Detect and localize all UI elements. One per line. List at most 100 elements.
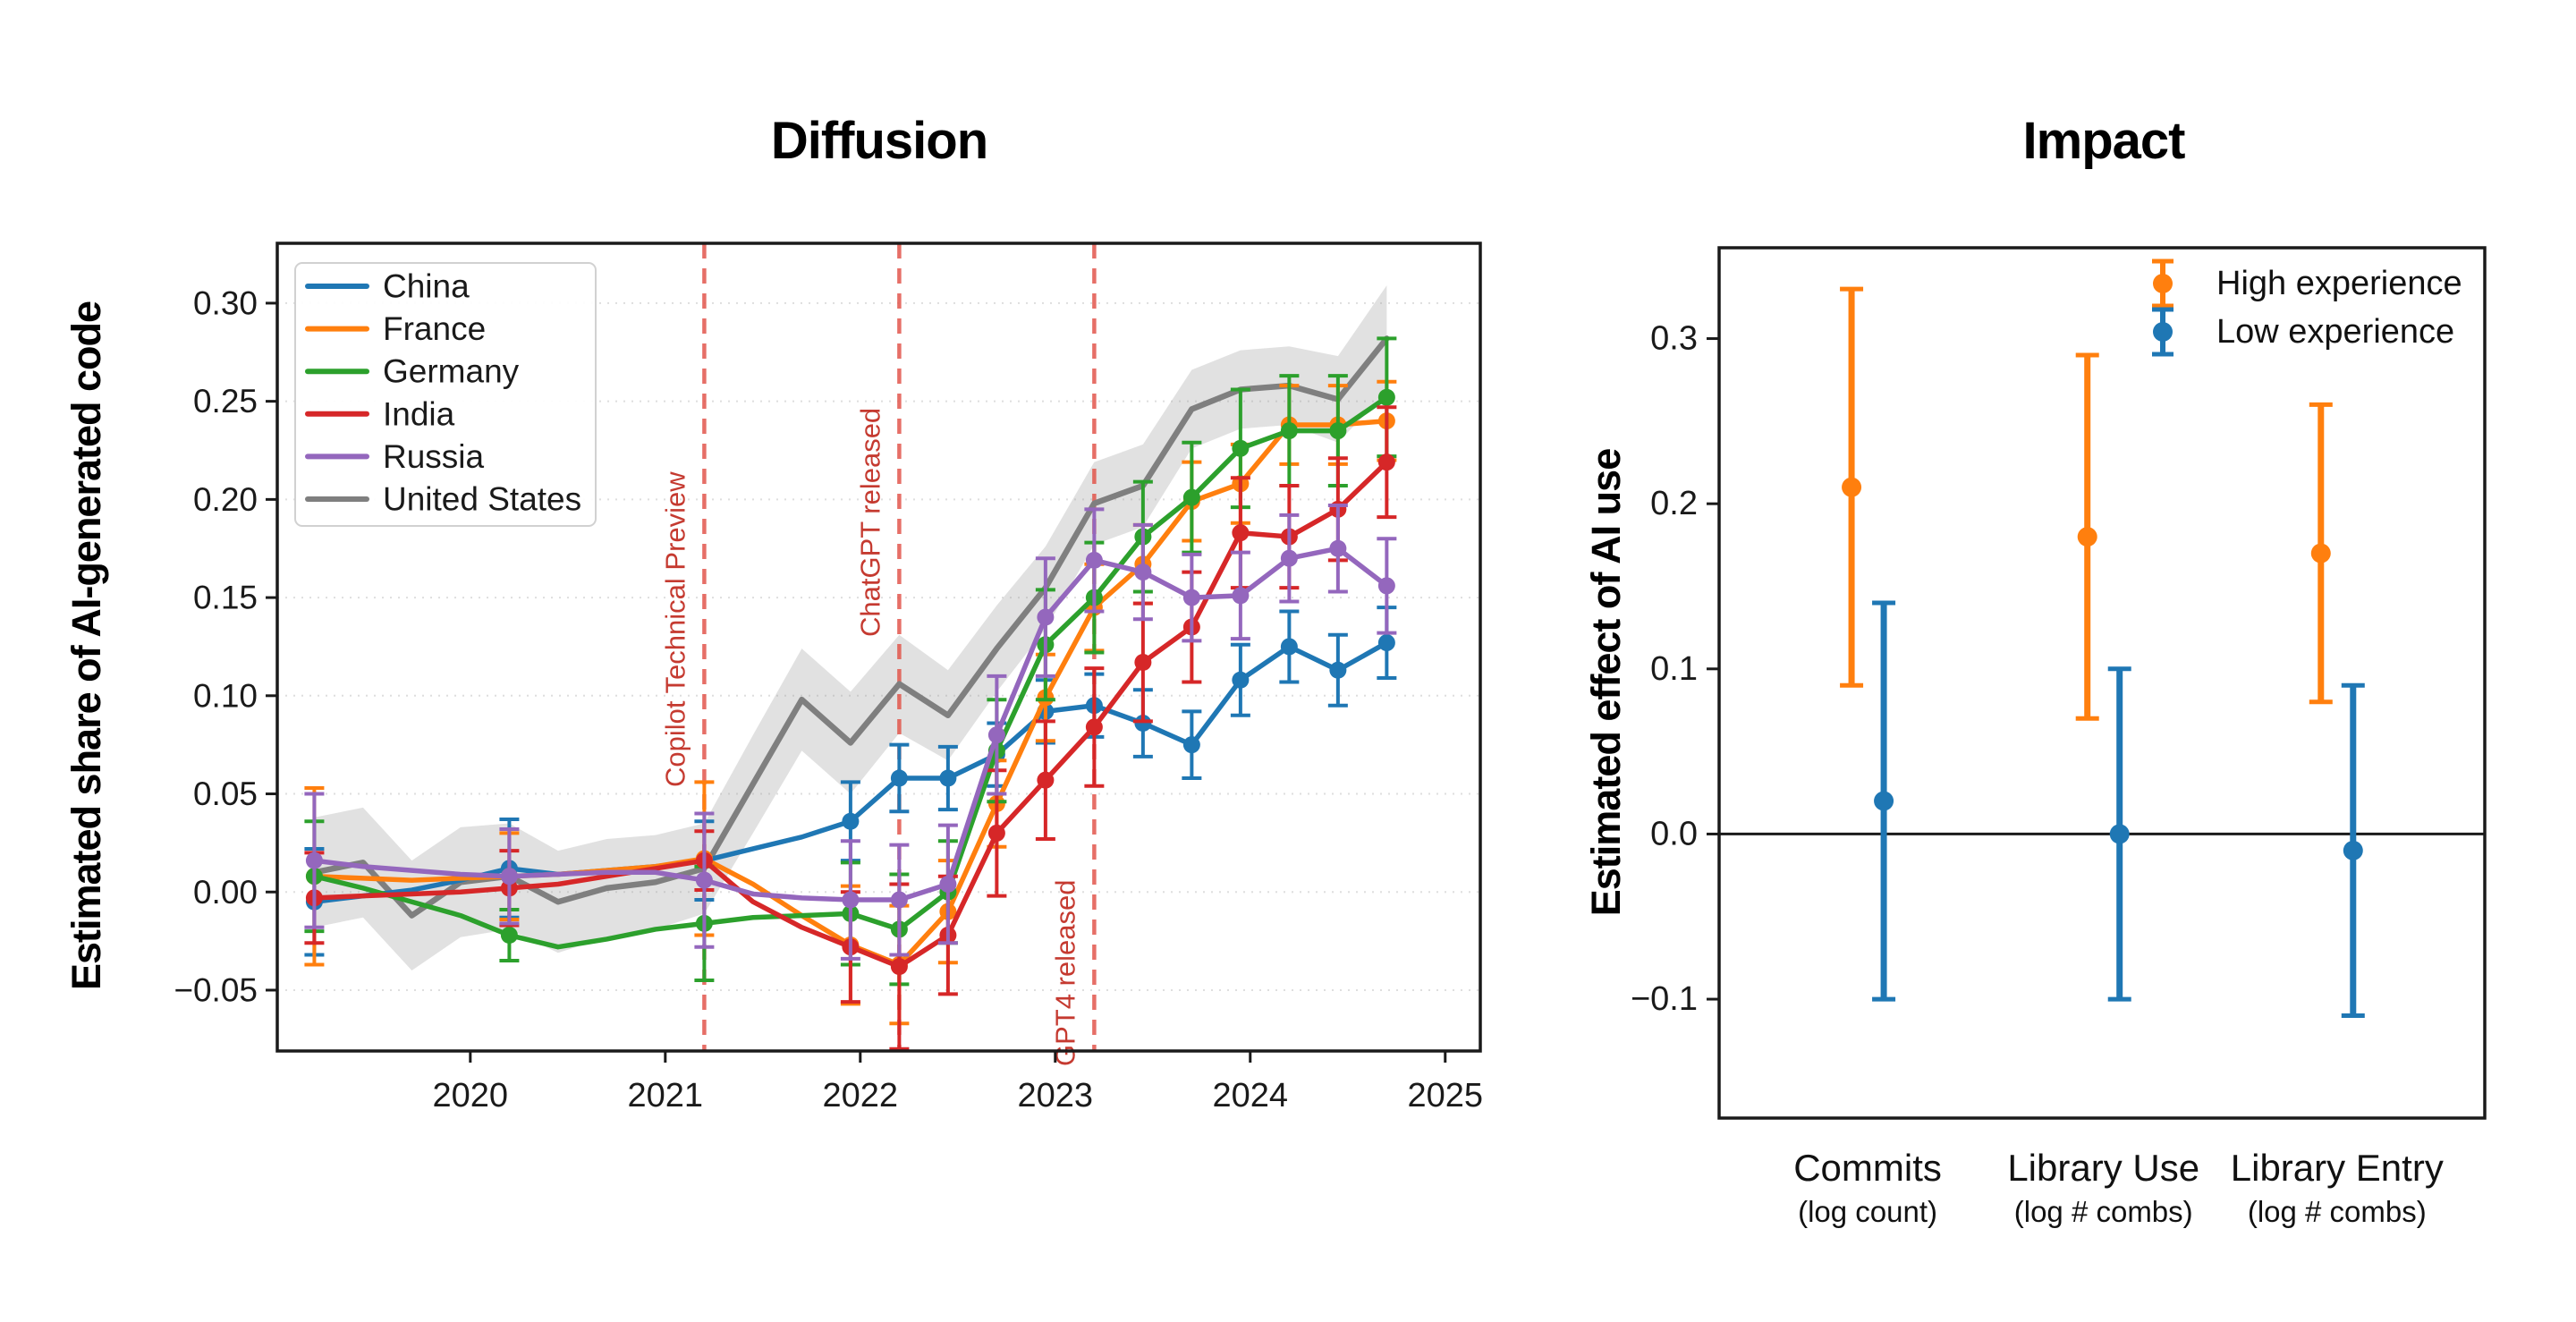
data-point-russia bbox=[1280, 549, 1298, 567]
legend-item-high-experience: High experience bbox=[2152, 258, 2462, 309]
data-point-russia bbox=[939, 875, 957, 893]
legend-item-germany: Germany bbox=[305, 353, 520, 390]
y-tick-label: −0.1 bbox=[1631, 980, 1698, 1018]
series-high-experience bbox=[1840, 286, 2333, 721]
data-point-russia bbox=[500, 868, 518, 886]
legend-label: France bbox=[383, 310, 486, 347]
estimate-point-low-experience bbox=[2343, 840, 2363, 860]
data-point-russia bbox=[695, 871, 713, 889]
y-tick-label: 0.30 bbox=[193, 284, 258, 321]
data-point-india bbox=[987, 824, 1005, 842]
x-tick-label: 2023 bbox=[1018, 1077, 1094, 1114]
data-point-russia bbox=[890, 891, 908, 909]
legend-label: China bbox=[383, 268, 470, 305]
data-point-china bbox=[1280, 638, 1298, 656]
legend-label: India bbox=[383, 395, 455, 432]
diffusion-title: Diffusion bbox=[770, 112, 988, 170]
legend: China France Germany India Russia United Stat… bbox=[294, 262, 597, 527]
data-point-russia bbox=[987, 726, 1005, 744]
event-label: Copilot Technical Preview bbox=[659, 471, 691, 787]
data-point-germany bbox=[1280, 422, 1298, 440]
x-tick-label: 2025 bbox=[1407, 1077, 1483, 1114]
data-point-india bbox=[1232, 524, 1250, 542]
data-point-india bbox=[1377, 453, 1395, 471]
event-label: GPT4 released bbox=[1049, 880, 1080, 1067]
estimate-point-low-experience bbox=[1874, 791, 1894, 811]
series-russia bbox=[304, 503, 1397, 961]
legend-item-china: China bbox=[305, 268, 470, 305]
data-point-china bbox=[1182, 736, 1200, 754]
estimate-point-high-experience bbox=[1842, 477, 1862, 497]
legend-label: United States bbox=[383, 481, 581, 518]
data-point-germany bbox=[1232, 439, 1250, 457]
x-tick-label: 2024 bbox=[1212, 1077, 1288, 1114]
y-tick-label: 0.1 bbox=[1650, 650, 1698, 688]
legend-item-low-experience: Low experience bbox=[2152, 307, 2454, 357]
category-sublabel: (log count) bbox=[1798, 1195, 1937, 1228]
y-tick-label: 0.0 bbox=[1650, 815, 1698, 852]
y-tick-label: −0.05 bbox=[174, 971, 258, 1008]
legend-label: Russia bbox=[383, 438, 485, 475]
estimate-point-high-experience bbox=[2310, 543, 2331, 564]
data-point-russia bbox=[1329, 539, 1347, 557]
y-tick-label: 0.15 bbox=[193, 580, 258, 616]
plot-border bbox=[275, 242, 1482, 1053]
event-label: ChatGPT released bbox=[854, 408, 886, 637]
data-point-china bbox=[890, 769, 908, 787]
data-point-germany bbox=[1329, 422, 1347, 440]
us-confidence-band bbox=[314, 285, 1387, 971]
diffusion-plot: Copilot Technical Preview ChatGPT release… bbox=[174, 242, 1483, 1114]
data-point-russia bbox=[1085, 551, 1103, 569]
legend-box bbox=[294, 262, 597, 527]
data-point-germany bbox=[1377, 388, 1395, 406]
y-tick-label: 0.2 bbox=[1650, 485, 1698, 522]
category-label: Library Use bbox=[2007, 1147, 2199, 1189]
plot-border bbox=[1717, 246, 2487, 1120]
legend-marker bbox=[2153, 274, 2173, 293]
data-point-russia bbox=[1377, 577, 1395, 595]
x-tick-label: 2020 bbox=[433, 1077, 509, 1114]
data-point-russia bbox=[1134, 564, 1152, 581]
data-point-china bbox=[842, 812, 860, 830]
estimate-point-low-experience bbox=[2109, 824, 2130, 844]
y-tick-label: 0.20 bbox=[193, 481, 258, 518]
x-tick-label: 2022 bbox=[823, 1077, 899, 1114]
data-point-china bbox=[1377, 634, 1395, 652]
data-point-china bbox=[1329, 661, 1347, 679]
legend-label: Low experience bbox=[2216, 313, 2454, 351]
data-point-india bbox=[890, 958, 908, 976]
y-tick-label: 0.10 bbox=[193, 677, 258, 714]
category-label: Library Entry bbox=[2231, 1147, 2444, 1189]
data-point-russia bbox=[842, 891, 860, 909]
y-tick-label: 0.05 bbox=[193, 775, 258, 812]
category-label: Commits bbox=[1793, 1147, 1942, 1189]
legend-marker bbox=[2153, 322, 2173, 342]
legend-label: High experience bbox=[2216, 265, 2462, 302]
y-tick-label: 0.00 bbox=[193, 874, 258, 911]
series-low-experience bbox=[1872, 600, 2365, 1019]
data-point-china bbox=[1134, 715, 1152, 733]
data-point-india bbox=[1134, 654, 1152, 672]
legend-item-france: France bbox=[305, 310, 486, 347]
category-sublabel: (log # combs) bbox=[2248, 1195, 2427, 1228]
data-point-russia bbox=[1037, 608, 1055, 626]
impact-plot: 0.3 0.2 0.1 0.0 −0.1 Commits (log count) Librar… bbox=[1631, 246, 2487, 1228]
y-tick-label: 0.3 bbox=[1650, 320, 1698, 358]
data-point-china bbox=[939, 769, 957, 787]
data-point-russia bbox=[305, 852, 323, 869]
legend-item-united-states: United States bbox=[305, 481, 581, 518]
category-sublabel: (log # combs) bbox=[2014, 1195, 2193, 1228]
legend-item-india: India bbox=[305, 395, 455, 432]
legend: High experience Low experience bbox=[2152, 258, 2462, 357]
estimate-point-high-experience bbox=[2077, 527, 2097, 547]
y-tick-label: 0.25 bbox=[193, 383, 258, 419]
x-tick-label: 2021 bbox=[628, 1077, 704, 1114]
data-point-russia bbox=[1232, 587, 1250, 605]
data-point-germany bbox=[1182, 488, 1200, 506]
legend-label: Germany bbox=[383, 353, 520, 390]
data-point-china bbox=[1232, 671, 1250, 689]
data-point-russia bbox=[1182, 589, 1200, 606]
legend-item-russia: Russia bbox=[305, 438, 485, 475]
data-point-india bbox=[1085, 718, 1103, 736]
